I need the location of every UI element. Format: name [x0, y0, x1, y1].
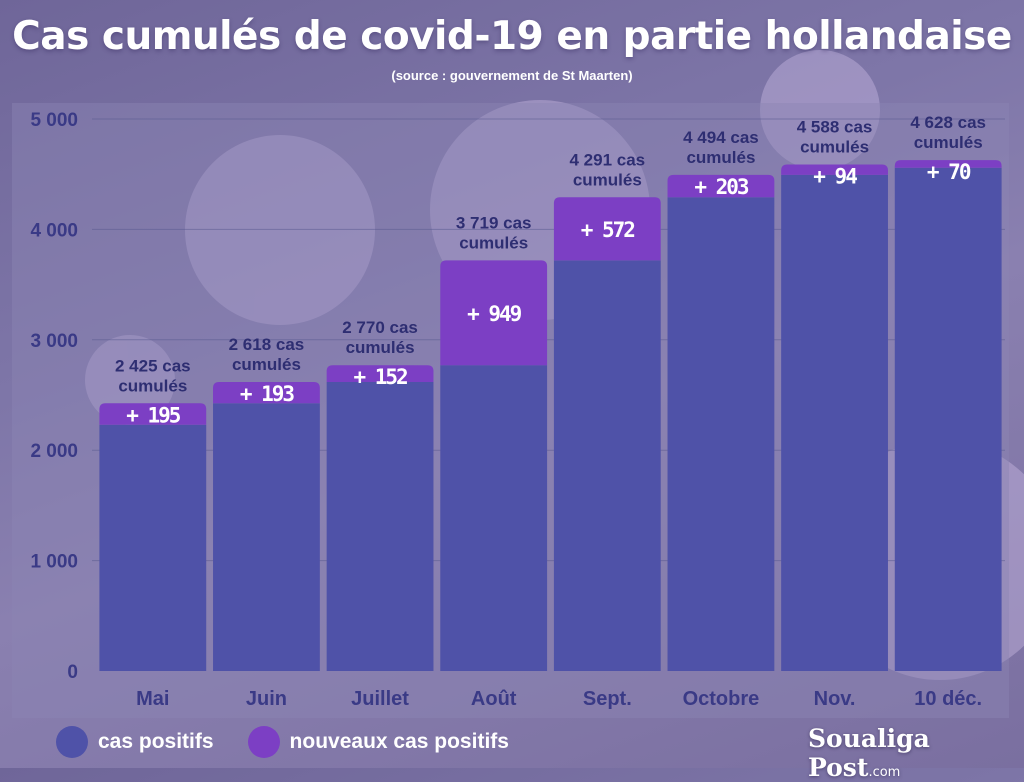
y-tick-label: 2 000: [30, 441, 78, 462]
bar-chart: 0 1 000 2 000 3 000 4 000 5 000 + 195 2 425 cas…: [30, 110, 1005, 710]
total-label-line1: 3 719 cas: [456, 213, 532, 232]
bar-cas-positifs: [667, 197, 775, 671]
y-tick-label: 5 000: [30, 110, 78, 131]
bar-nouveaux-cas: [213, 381, 320, 404]
bar-cas-positifs: [894, 167, 1002, 671]
x-tick-label: Juin: [246, 688, 287, 710]
bar-cas-positifs: [326, 381, 434, 671]
bar-cas-positifs: [440, 365, 548, 671]
bar-nouveaux-cas: [440, 260, 548, 366]
total-label-line2: cumulés: [800, 137, 869, 156]
legend-swatch-increment: [247, 726, 280, 758]
total-label-line1: 4 588 cas: [797, 117, 873, 136]
total-label-line2: cumulés: [686, 148, 755, 167]
bar-nouveaux-cas: [99, 403, 207, 425]
x-tick-label: Octobre: [683, 688, 760, 710]
total-label-line2: cumulés: [232, 355, 301, 374]
total-label-line1: 2 425 cas: [115, 356, 191, 375]
bar-cas-positifs: [781, 174, 888, 671]
increment-label: + 152: [353, 365, 407, 389]
bar-nouveaux-cas: [894, 160, 1002, 168]
x-tick-label: Sept.: [583, 688, 632, 710]
brand-logo: Soualiga Post.com: [808, 724, 1024, 782]
bar-nouveaux-cas: [553, 197, 661, 261]
total-label-line2: cumulés: [118, 376, 187, 395]
increment-label: + 195: [126, 403, 181, 427]
increment-label: + 70: [927, 160, 971, 184]
total-label-line1: 2 618 cas: [229, 335, 305, 354]
total-label-line1: 4 494 cas: [683, 128, 759, 147]
y-tick-label: 0: [67, 662, 78, 683]
plot-area: 0 1 000 2 000 3 000 4 000 5 000 + 195 2 425 cas…: [12, 103, 1009, 718]
total-label-line2: cumulés: [459, 233, 528, 252]
legend-label-cas-positifs: cas positifs: [98, 730, 214, 753]
chart-subtitle: (source : gouvernement de St Maarten): [391, 68, 633, 83]
legend: cas positifs nouveaux cas positifs: [56, 726, 543, 758]
legend-label-nouveaux-cas: nouveaux cas positifs: [289, 730, 509, 753]
increment-label: + 94: [813, 164, 857, 188]
increment-label: + 193: [240, 382, 295, 406]
y-tick-label: 1 000: [30, 552, 78, 573]
x-tick-label: Juillet: [351, 688, 409, 710]
bar-nouveaux-cas: [326, 365, 434, 382]
total-label-line1: 4 291 cas: [569, 150, 645, 169]
bar-nouveaux-cas: [781, 164, 888, 175]
total-label-line1: 4 628 cas: [910, 113, 986, 132]
increment-label: + 572: [581, 218, 635, 242]
bar-nouveaux-cas: [667, 174, 775, 198]
brand-suffix: .com: [868, 765, 901, 780]
increment-label: + 949: [467, 302, 522, 326]
chart-title: Cas cumulés de covid-19 en partie hollan…: [12, 14, 1012, 59]
y-tick-label: 3 000: [30, 331, 78, 352]
total-label-line2: cumulés: [914, 133, 983, 152]
x-tick-label: 10 déc.: [914, 688, 982, 710]
bar-cas-positifs: [99, 424, 207, 671]
total-label-line2: cumulés: [573, 170, 642, 189]
bar-cas-positifs: [553, 260, 661, 671]
legend-item-nouveaux-cas: nouveaux cas positifs: [247, 726, 509, 758]
increment-label: + 203: [694, 175, 749, 199]
x-tick-label: Août: [471, 688, 517, 710]
total-label-line1: 2 770 cas: [342, 318, 418, 337]
bar-cas-positifs: [213, 403, 320, 671]
total-label-line2: cumulés: [346, 338, 415, 357]
x-tick-label: Nov.: [814, 688, 856, 710]
x-tick-label: Mai: [136, 688, 169, 710]
legend-item-cas-positifs: cas positifs: [56, 726, 214, 758]
legend-swatch-base: [56, 726, 88, 758]
y-tick-label: 4 000: [30, 220, 78, 241]
